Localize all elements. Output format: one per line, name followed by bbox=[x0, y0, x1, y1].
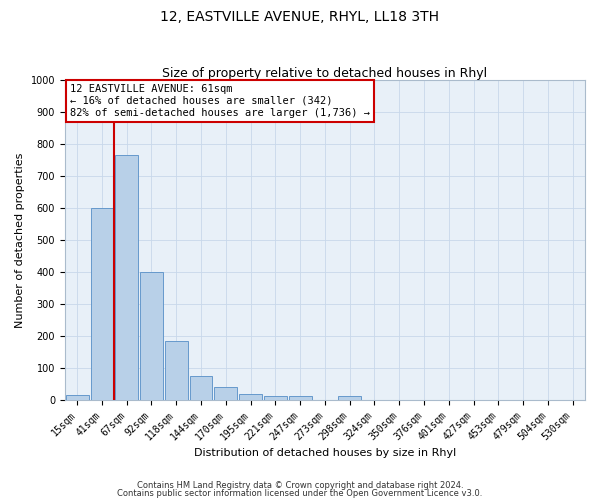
Text: 12 EASTVILLE AVENUE: 61sqm
← 16% of detached houses are smaller (342)
82% of sem: 12 EASTVILLE AVENUE: 61sqm ← 16% of deta… bbox=[70, 84, 370, 117]
Bar bbox=[115, 155, 138, 400]
Bar bbox=[190, 376, 212, 400]
Bar bbox=[239, 394, 262, 400]
Bar bbox=[338, 396, 361, 400]
Text: Contains HM Land Registry data © Crown copyright and database right 2024.: Contains HM Land Registry data © Crown c… bbox=[137, 481, 463, 490]
Bar bbox=[91, 208, 113, 400]
Bar bbox=[214, 388, 237, 400]
Bar bbox=[264, 396, 287, 400]
Bar bbox=[140, 272, 163, 400]
Title: Size of property relative to detached houses in Rhyl: Size of property relative to detached ho… bbox=[163, 66, 487, 80]
Y-axis label: Number of detached properties: Number of detached properties bbox=[15, 152, 25, 328]
Bar bbox=[66, 396, 89, 400]
Bar bbox=[165, 341, 188, 400]
X-axis label: Distribution of detached houses by size in Rhyl: Distribution of detached houses by size … bbox=[194, 448, 456, 458]
Text: 12, EASTVILLE AVENUE, RHYL, LL18 3TH: 12, EASTVILLE AVENUE, RHYL, LL18 3TH bbox=[161, 10, 439, 24]
Bar bbox=[289, 396, 311, 400]
Text: Contains public sector information licensed under the Open Government Licence v3: Contains public sector information licen… bbox=[118, 488, 482, 498]
